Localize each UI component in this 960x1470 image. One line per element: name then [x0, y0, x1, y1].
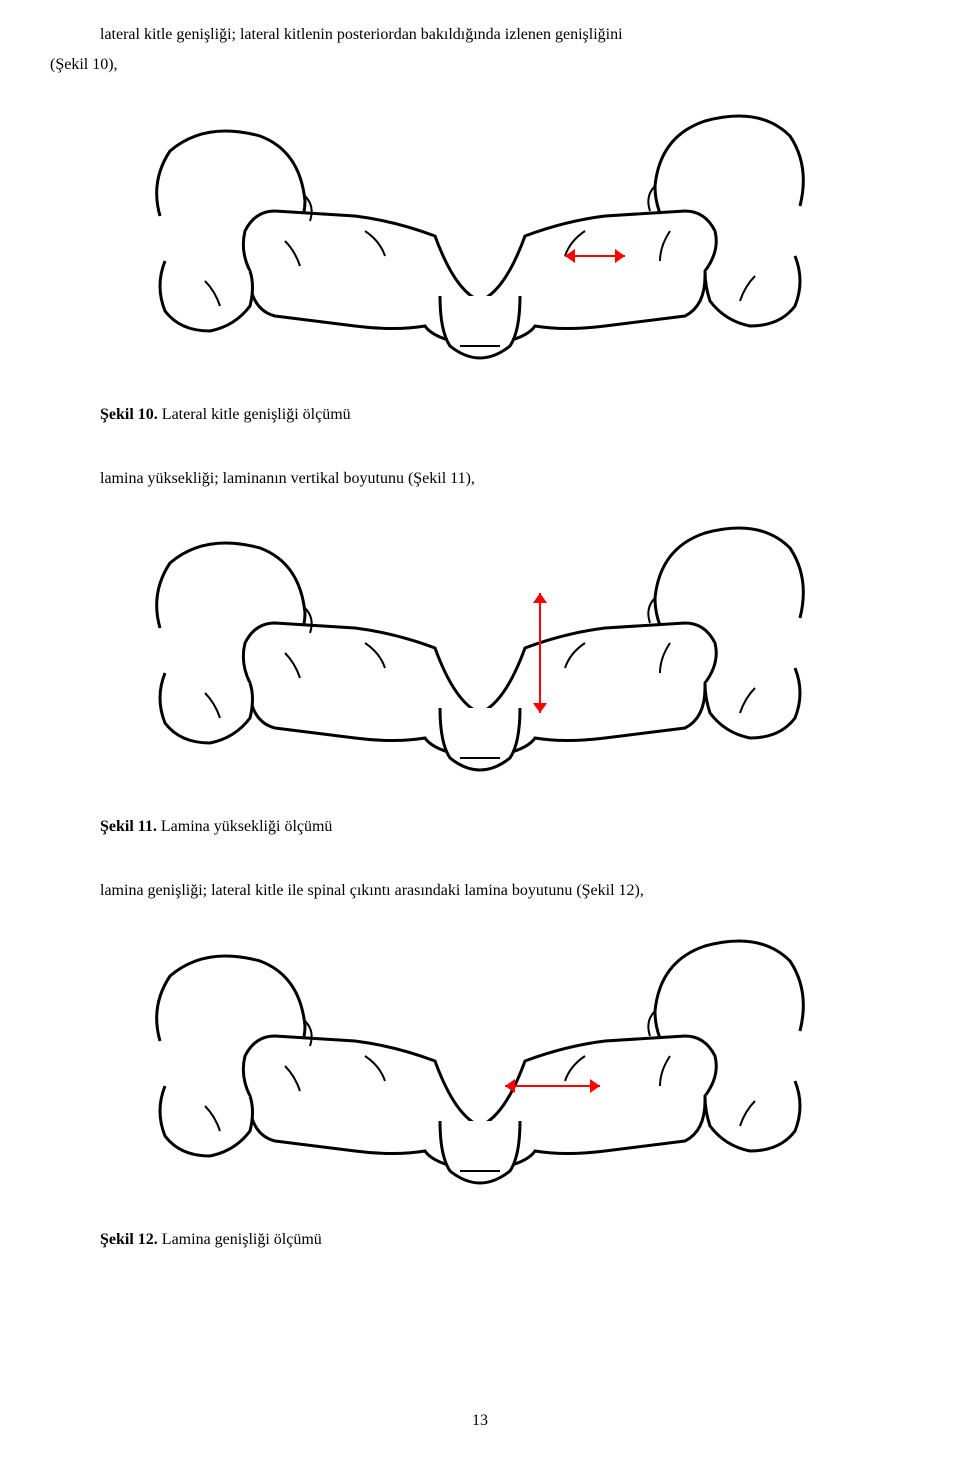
figure-12-caption: Şekil 12. Lamina genişliği ölçümü: [50, 1226, 910, 1255]
figure-12-caption-text: Lamina genişliği ölçümü: [158, 1231, 322, 1248]
figure-11: [50, 508, 910, 793]
figure-11-caption-bold: Şekil 11.: [100, 818, 157, 835]
page-number: 13: [0, 1412, 960, 1430]
figure-11-caption-text: Lamina yüksekliği ölçümü: [157, 818, 333, 835]
figure-12-svg: [105, 921, 855, 1201]
figure-12: [50, 921, 910, 1206]
figure-10-svg: [105, 96, 855, 376]
intro-paragraph: lateral kitle genişliği; lateral kitleni…: [50, 20, 910, 81]
text-before-fig11: lamina yüksekliği; laminanın vertikal bo…: [50, 465, 910, 494]
figure-11-svg: [105, 508, 855, 788]
intro-line1: lateral kitle genişliği; lateral kitleni…: [50, 20, 910, 50]
figure-10-caption-text: Lateral kitle genişliği ölçümü: [158, 406, 351, 423]
figure-12-caption-bold: Şekil 12.: [100, 1231, 158, 1248]
intro-line2: (Şekil 10),: [50, 50, 910, 80]
figure-11-caption: Şekil 11. Lamina yüksekliği ölçümü: [50, 813, 910, 842]
figure-10-caption: Şekil 10. Lateral kitle genişliği ölçümü: [50, 401, 910, 430]
figure-10-caption-bold: Şekil 10.: [100, 406, 158, 423]
text-before-fig12: lamina genişliği; lateral kitle ile spin…: [50, 877, 910, 906]
figure-10: [50, 96, 910, 381]
